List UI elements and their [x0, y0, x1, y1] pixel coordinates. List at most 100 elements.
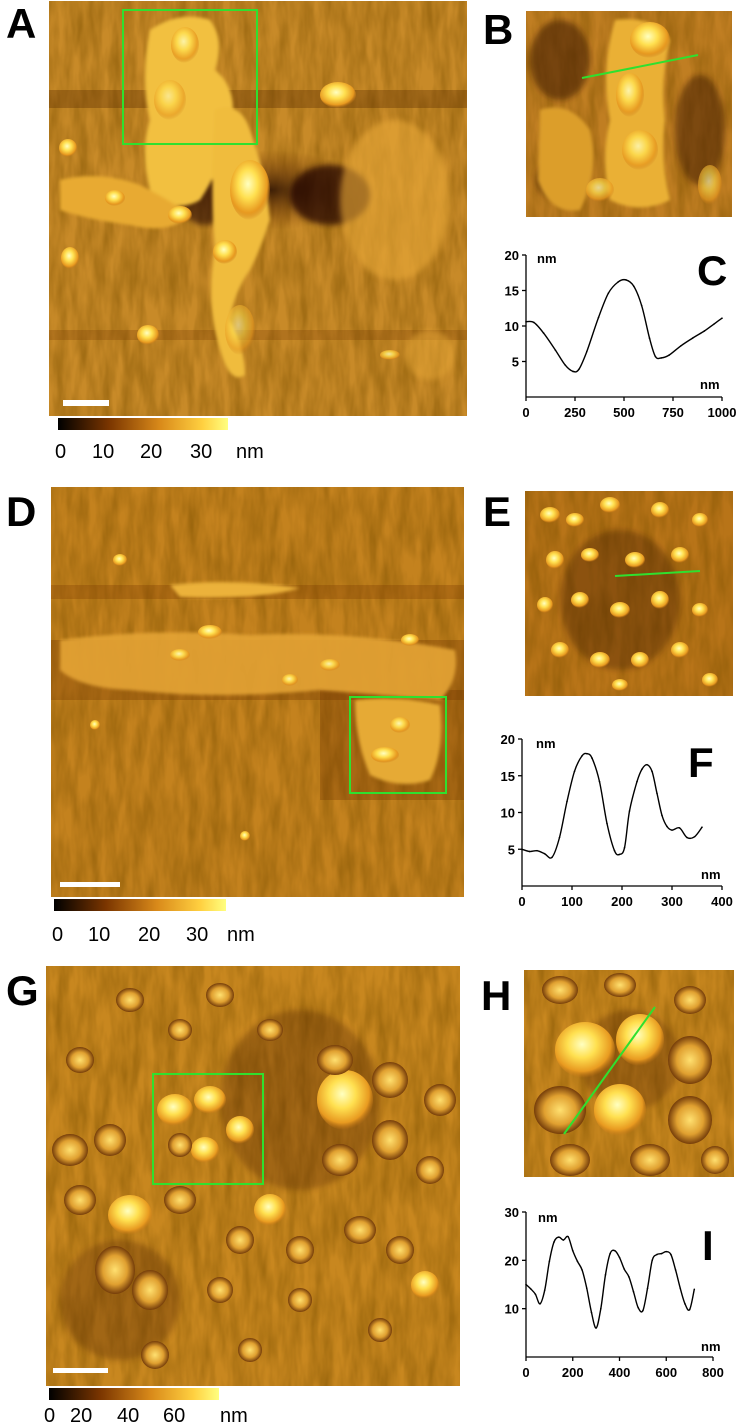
chart-f-y-tick-label: 20 [501, 732, 515, 747]
chart-i-data-point [562, 1239, 565, 1241]
chart-i-data-point [595, 1327, 597, 1329]
chart-c-data-point [691, 337, 694, 339]
chart-i-x-unit-label: nm [701, 1339, 721, 1354]
chart-i-data-point [581, 1269, 583, 1271]
chart-i-y-tick-label: 30 [505, 1205, 519, 1220]
colorbar-d-tick-0: 0 [52, 924, 63, 946]
chart-i-x-tick-label: 400 [609, 1365, 631, 1380]
panel-label-g: G [6, 967, 39, 1014]
chart-c-x-tick-label: 750 [662, 405, 684, 420]
colorbar-g-tick-0: 0 [44, 1405, 55, 1426]
chart-c-x-tick-label: 250 [564, 405, 586, 420]
chart-c-data-point [721, 317, 723, 319]
colorbar-a-tick-2: 20 [140, 441, 162, 463]
chart-f-data-point [671, 829, 673, 831]
colorbar-a-tick-1: 10 [92, 441, 114, 463]
chart-c-data-point [648, 337, 651, 339]
colorbar-g: 0 20 40 60 nm [44, 1388, 248, 1426]
panel-label-d: D [6, 488, 36, 535]
chart-c-data-point [542, 332, 545, 334]
chart-c-data-point [660, 357, 663, 359]
chart-i-x-tick-label: 0 [522, 1365, 529, 1380]
chart-f-y-tick-label: 15 [501, 769, 515, 784]
chart-c-data-point [713, 323, 715, 325]
chart-i-data-point [534, 1293, 537, 1295]
chart-i-data-point [548, 1260, 551, 1263]
chart-f-data-point [618, 853, 621, 856]
chart-f-data-point [598, 780, 601, 783]
chart-i-data-point [684, 1303, 686, 1305]
chart-f-y-tick-label: 5 [508, 842, 515, 857]
afm-image-b [526, 11, 732, 217]
chart-i-data-point [660, 1252, 663, 1255]
chart-c-data-point [572, 370, 574, 373]
chart-i-y-tick-label: 20 [505, 1253, 519, 1268]
chart-f-data-point [573, 770, 576, 773]
panel-label-e: E [483, 488, 511, 535]
chart-i-data-point [632, 1290, 635, 1293]
panel-label-c: C [697, 247, 727, 294]
colorbar-a-unit: nm [236, 441, 264, 463]
chart-i: 0 200 400 600 800 10 20 30 nm nm [505, 1205, 724, 1380]
chart-f-x-tick-label: 400 [711, 894, 733, 909]
chart-i-data-point [529, 1288, 532, 1290]
colorbar-g-tick-1: 20 [70, 1405, 92, 1426]
particles-g [52, 983, 456, 1369]
chart-i-data-point [525, 1283, 527, 1286]
chart-f-data-point [641, 768, 643, 770]
chart-f-data-point [628, 810, 631, 812]
panel-label-h: H [481, 972, 511, 1019]
colorbar-a-tick-3: 30 [190, 441, 212, 463]
chart-f-y-tick-label: 10 [501, 806, 515, 821]
afm-image-e [525, 491, 733, 696]
chart-f-data-point [656, 792, 658, 795]
chart-i-data-point [585, 1287, 588, 1290]
chart-i-data-point [674, 1269, 677, 1271]
chart-f-data-point [536, 849, 538, 852]
afm-image-d [51, 487, 464, 897]
chart-c-data-point [525, 320, 527, 323]
chart-i-x-tick-label: 800 [702, 1365, 724, 1380]
chart-f-data-point [551, 856, 553, 859]
chart-f-data-point [613, 849, 616, 852]
chart-i-data-point [623, 1268, 625, 1270]
chart-c-data-point [680, 345, 682, 347]
chart-c-x-tick-label: 1000 [708, 405, 737, 420]
chart-f-x-tick-label: 100 [561, 894, 583, 909]
colorbar-d-tick-1: 10 [88, 924, 110, 946]
chart-c-data-point [633, 285, 635, 288]
chart-f-data-point [566, 800, 568, 803]
chart-c-data-point [625, 279, 627, 281]
chart-f-data-point [591, 757, 593, 759]
chart-f-data-point [693, 835, 696, 838]
chart-i-x-tick-label: 600 [655, 1365, 677, 1380]
profile-line-h [563, 1006, 656, 1135]
chart-f-height-profile-line [521, 752, 703, 859]
chart-i-data-point [557, 1236, 560, 1238]
colorbar-a: 0 10 20 30 nm [55, 418, 264, 463]
chart-i-data-point [628, 1275, 630, 1278]
selection-box-g [152, 1073, 264, 1185]
chart-f-data-point [678, 827, 681, 829]
panel-label-i: I [702, 1222, 714, 1269]
chart-f-data-point [646, 763, 648, 766]
chart-f: 0 100 200 300 400 5 10 15 20 nm nm [501, 732, 733, 909]
scale-bar-a [63, 400, 109, 406]
chart-c-y-unit-label: nm [537, 251, 557, 266]
profile-line-e [614, 570, 701, 577]
chart-f-data-point [586, 752, 588, 755]
chart-i-data-point [553, 1241, 555, 1243]
colorbar-g-tick-2: 40 [117, 1405, 139, 1426]
chart-f-data-point [528, 850, 531, 853]
chart-i-data-point [604, 1274, 607, 1276]
colorbar-g-tick-3: 60 [163, 1405, 185, 1426]
chart-i-data-point [688, 1308, 691, 1311]
chart-i-data-point [656, 1253, 658, 1256]
chart-i-data-point [614, 1249, 616, 1252]
chart-f-data-point [686, 836, 688, 839]
chart-c-x-unit-label: nm [700, 377, 720, 392]
chart-f-data-point [606, 822, 608, 825]
chart-i-data-point [693, 1288, 696, 1291]
chart-i-data-point [590, 1311, 593, 1314]
chart-c-y-tick-label: 20 [505, 248, 519, 263]
